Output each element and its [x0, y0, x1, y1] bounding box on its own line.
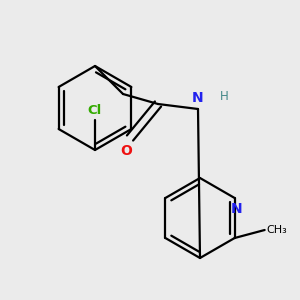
Text: H: H: [220, 91, 229, 103]
Text: N: N: [231, 202, 242, 216]
Text: CH₃: CH₃: [267, 225, 287, 235]
Text: N: N: [192, 91, 204, 105]
Text: O: O: [120, 144, 132, 158]
Text: Cl: Cl: [88, 104, 102, 117]
